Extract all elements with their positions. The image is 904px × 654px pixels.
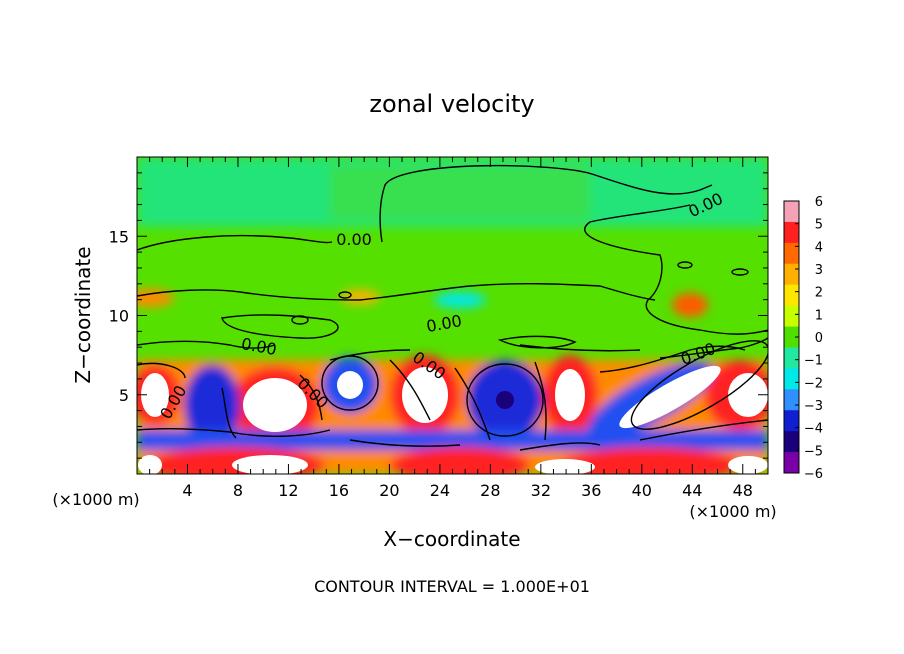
x-tick-label: 20 [379, 481, 399, 500]
colorbar-tick-label: −4 [804, 422, 823, 437]
colorbar-tick-label: −2 [804, 376, 823, 391]
colorbar-tick-label: −5 [804, 444, 823, 459]
colorbar-tick-label: 5 [815, 218, 823, 233]
x-tick-label: 36 [581, 481, 601, 500]
colorbar-tick-label: 1 [815, 308, 823, 323]
colorbar-tick-label: 3 [815, 263, 823, 278]
x-tick-label: 48 [733, 481, 753, 500]
zero-contours [137, 164, 768, 451]
colorbar: 6 5 4 3 2 1 0 −1 −2 −3 −4 −5 −6 [783, 195, 823, 482]
colorbar-swatch [784, 263, 799, 286]
colorbar-swatch [784, 326, 799, 348]
x-axis: 4 8 12 16 20 24 28 32 36 40 44 48 [149, 157, 756, 500]
velocity-field [137, 157, 768, 474]
colorbar-tick-label: 2 [815, 286, 823, 301]
x-tick-label: 8 [233, 481, 243, 500]
colorbar-tick-label: −6 [804, 467, 823, 482]
x-tick-label: 16 [329, 481, 349, 500]
y-axis-label: Z−coordinate [71, 246, 95, 383]
colorbar-tick-label: 0 [815, 331, 823, 346]
y-tick-label: 15 [109, 227, 129, 246]
colorbar-tick-label: −3 [804, 399, 823, 414]
x-unit-left: (×1000 m) [52, 490, 139, 509]
x-tick-label: 28 [480, 481, 500, 500]
colorbar-tick-label: 4 [815, 240, 823, 255]
x-tick-label: 44 [682, 481, 702, 500]
colorbar-swatch [784, 368, 799, 390]
y-tick-label: 10 [109, 307, 129, 326]
x-tick-label: 4 [182, 481, 192, 500]
colorbar-swatch [784, 452, 799, 474]
colorbar-swatch [784, 305, 799, 328]
chart-title: zonal velocity [369, 90, 534, 118]
colorbar-swatch [784, 221, 799, 244]
colorbar-swatch [784, 431, 799, 453]
colorbar-tick-label: 6 [815, 195, 823, 210]
saturated-patches [138, 365, 768, 474]
colorbar-swatch [784, 201, 799, 223]
colorbar-swatch [784, 242, 799, 265]
contour-interval-footer: CONTOUR INTERVAL = 1.000E+01 [314, 577, 590, 596]
colorbar-swatch [784, 389, 799, 411]
x-tick-label: 24 [430, 481, 450, 500]
x-tick-label: 40 [632, 481, 652, 500]
colorbar-tick-label: −1 [804, 354, 823, 369]
y-axis: 5 10 15 [109, 172, 768, 459]
plot-area: 0.00 0.00 0.00 0.00 0.00 0.00 0.00 0.00 … [109, 156, 769, 500]
colorbar-swatch [784, 284, 799, 307]
x-axis-label: X−coordinate [383, 527, 520, 551]
contour-label: 0.00 [336, 230, 372, 249]
y-tick-label: 5 [119, 386, 129, 405]
x-unit-right: (×1000 m) [689, 502, 776, 521]
colorbar-swatch [784, 347, 799, 369]
x-tick-label: 32 [531, 481, 551, 500]
colorbar-swatch [784, 410, 799, 432]
x-tick-label: 12 [278, 481, 298, 500]
